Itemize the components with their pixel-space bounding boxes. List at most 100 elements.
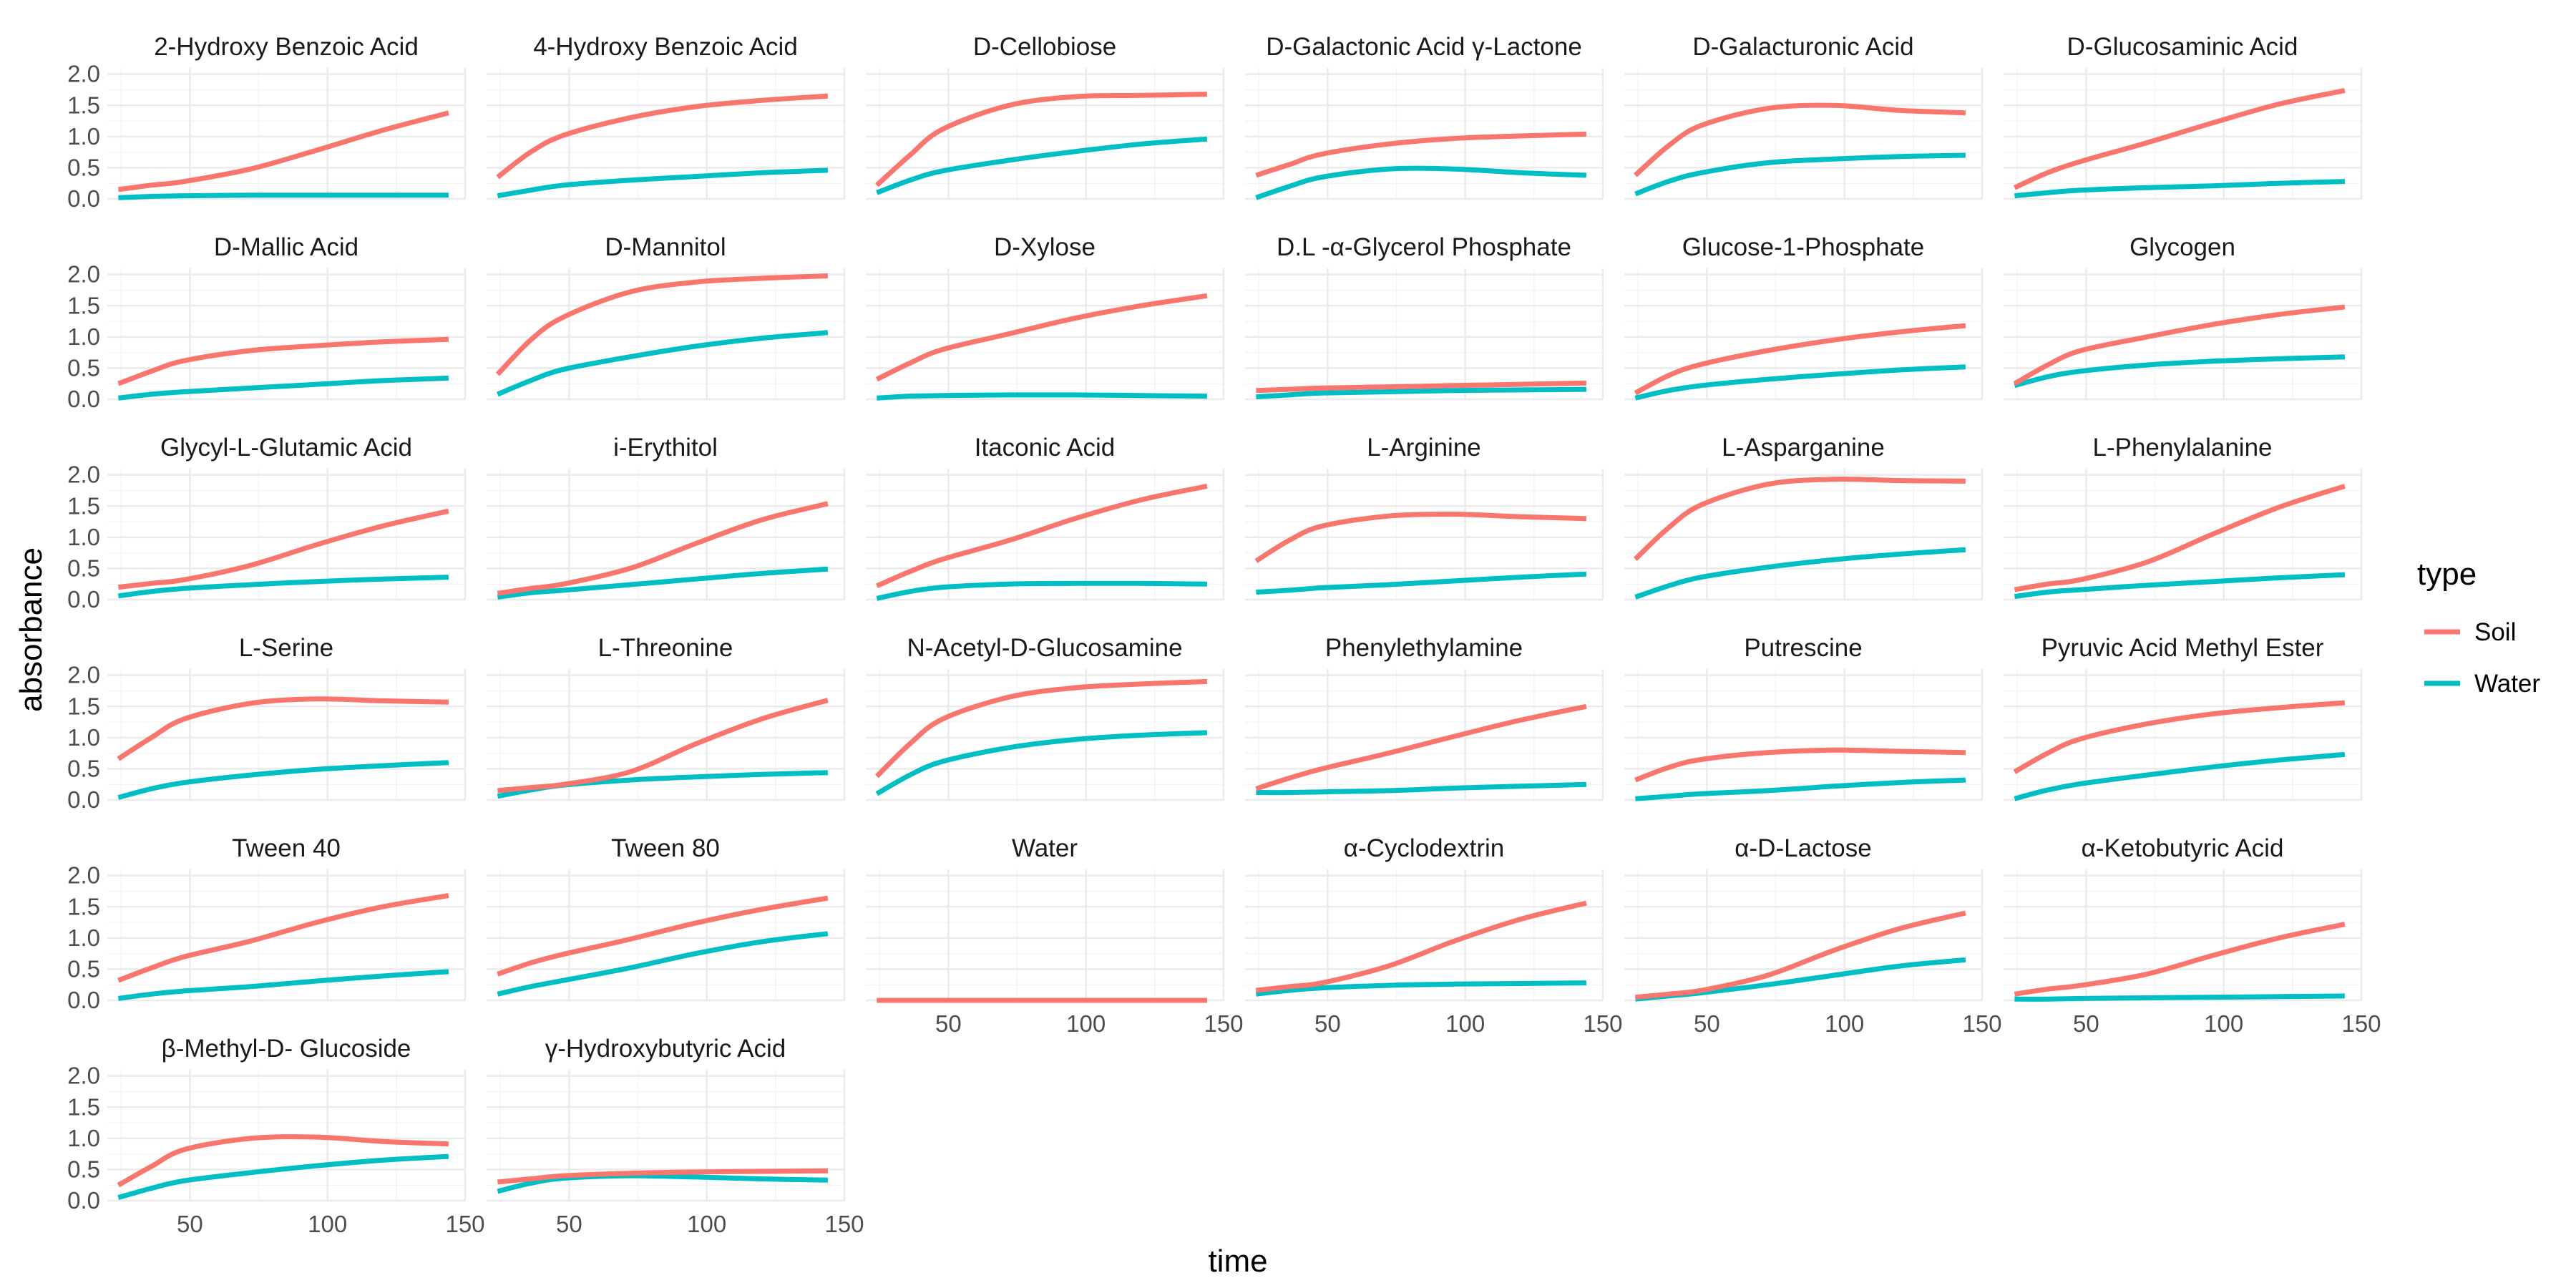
panel-d-lactose: α-D-Lactose 50 100 150 — [1624, 834, 2002, 1037]
panel-title: L-Arginine — [1367, 434, 1481, 462]
x-tick-label: 100 — [1825, 1010, 1864, 1037]
series-line-soil — [1634, 102, 1966, 177]
x-axis-title: time — [1208, 1244, 1267, 1279]
series-line-soil — [1635, 910, 1966, 1000]
panel-l-phenylalanine: L-Phenylalanine — [2004, 434, 2363, 601]
panel-title: L-Threonine — [598, 634, 733, 662]
y-tick-label: 0.0 — [67, 1187, 100, 1214]
panel-title: Itaconic Acid — [975, 434, 1116, 462]
panel-title: Glycogen — [2129, 233, 2235, 261]
x-tick-label: 100 — [687, 1211, 726, 1237]
series-line-water — [117, 1153, 449, 1200]
series-line-water — [117, 969, 449, 1001]
panel-pyruvic-acid-methyl-ester: Pyruvic Acid Methyl Ester — [2004, 634, 2363, 801]
panel-title: D-Cellobiose — [973, 33, 1116, 61]
panel-title: Putrescine — [1744, 634, 1862, 662]
series-line-soil — [495, 273, 829, 376]
panel-tween-40: Tween 40 0.0 0.5 1.0 1.5 2.0 — [67, 834, 467, 1013]
series-line-water — [2014, 572, 2346, 600]
x-tick-label: 100 — [1066, 1010, 1106, 1037]
panel-title: α-D-Lactose — [1735, 834, 1871, 862]
panel-d-xylose: D-Xylose — [866, 233, 1225, 401]
series-line-soil — [1255, 703, 1587, 791]
x-tick-label: 150 — [824, 1211, 864, 1237]
series-line-water — [118, 192, 449, 200]
legend: type Soil Water — [2417, 557, 2540, 698]
series-line-soil — [497, 698, 829, 794]
series-line-soil — [117, 893, 449, 983]
y-axis-title: absorbance — [14, 547, 49, 712]
series-line-soil — [497, 1168, 828, 1185]
series-line-water — [1256, 781, 1587, 796]
series-line-soil — [497, 895, 829, 977]
series-line-water — [1634, 152, 1966, 197]
panel-d-glucosaminic-acid: D-Glucosaminic Acid — [2004, 33, 2363, 200]
panel-tween-80: Tween 80 — [487, 834, 846, 1002]
series-line-water — [2014, 993, 2345, 1002]
series-line-soil — [875, 92, 1207, 187]
panel-title: D-Mannitol — [605, 233, 726, 261]
panel-glucose-1-phosphate: Glucose-1-Phosphate — [1624, 233, 1984, 401]
series-line-soil — [2014, 922, 2346, 997]
panel-water: Water 50 100 150 — [866, 834, 1244, 1037]
panel-title: i-Erythitol — [613, 434, 718, 462]
panel-title: D-Xylose — [994, 233, 1096, 261]
series-line-soil — [1633, 477, 1966, 561]
series-line-soil — [117, 696, 449, 761]
series-line-water — [1635, 777, 1966, 801]
y-tick-label: 0.0 — [67, 586, 100, 613]
panel-2-hydroxy-benzoic-acid: 2-Hydroxy Benzoic Acid 0.0 0.5 1.0 1.5 2.0 — [67, 33, 467, 212]
x-tick-label: 50 — [556, 1211, 582, 1237]
series-line-water — [497, 167, 829, 199]
series-line-water — [497, 931, 829, 997]
panel-d-galacturonic-acid: D-Galacturonic Acid — [1624, 33, 1984, 200]
series-line-soil — [117, 508, 449, 590]
x-tick-label: 150 — [2341, 1010, 2381, 1037]
x-tick-label: 150 — [445, 1211, 484, 1237]
series-line-soil — [117, 1134, 449, 1188]
y-tick-label: 0.5 — [67, 955, 100, 982]
series-line-soil — [117, 336, 449, 386]
panel-title: D-Galacturonic Acid — [1692, 33, 1913, 61]
series-line-water — [1256, 571, 1587, 595]
y-tick-label: 1.0 — [67, 524, 100, 550]
x-tick-label: 150 — [1583, 1010, 1622, 1037]
series-line-soil — [1634, 747, 1966, 783]
y-tick-label: 1.0 — [67, 724, 100, 751]
panel-phenylethylamine: Phenylethylamine — [1245, 634, 1604, 801]
y-tick-label: 2.0 — [67, 61, 100, 87]
panel-title: 4-Hydroxy Benzoic Acid — [533, 33, 798, 61]
series-line-soil — [496, 93, 829, 180]
y-tick-label: 2.0 — [67, 862, 100, 889]
series-line-soil — [497, 501, 829, 596]
y-tick-label: 1.5 — [67, 292, 100, 318]
series-line-water — [1634, 547, 1966, 600]
panel-title: Glycyl-L-Glutamic Acid — [160, 434, 412, 462]
series-line-soil — [2013, 304, 2346, 386]
series-line-soil — [874, 678, 1208, 779]
x-tick-label: 150 — [1962, 1010, 2001, 1037]
series-line-water — [2014, 751, 2346, 801]
series-line-soil — [1256, 380, 1586, 394]
panel-d-mallic-acid: D-Mallic Acid 0.0 0.5 1.0 1.5 2.0 — [67, 233, 467, 412]
series-line-soil — [2013, 700, 2346, 774]
panel-l-threonine: L-Threonine — [487, 634, 846, 801]
series-line-water — [497, 566, 829, 600]
series-line-water — [1255, 165, 1587, 200]
panel-title: L-Serine — [239, 634, 333, 662]
y-tick-label: 1.5 — [67, 693, 100, 719]
series-line-water — [117, 760, 449, 800]
panel-d-cellobiose: D-Cellobiose — [866, 33, 1225, 200]
panel-title: D-Mallic Acid — [214, 233, 358, 261]
series-line-water — [876, 136, 1208, 195]
x-tick-label: 50 — [1314, 1010, 1341, 1037]
series-line-soil — [1634, 323, 1966, 396]
panels: 2-Hydroxy Benzoic Acid 0.0 0.5 1.0 1.5 2.0 4-H… — [67, 33, 2381, 1237]
series-line-water — [117, 575, 449, 599]
panel-title: Phenylethylamine — [1325, 634, 1523, 662]
series-line-water — [875, 730, 1208, 796]
x-tick-label: 100 — [2204, 1010, 2243, 1037]
panel-d-galactonic-acid-lactone: D-Galactonic Acid γ-Lactone — [1245, 33, 1604, 200]
panel-title: β-Methyl-D- Glucoside — [162, 1035, 411, 1063]
panel-title: Water — [1012, 834, 1078, 862]
